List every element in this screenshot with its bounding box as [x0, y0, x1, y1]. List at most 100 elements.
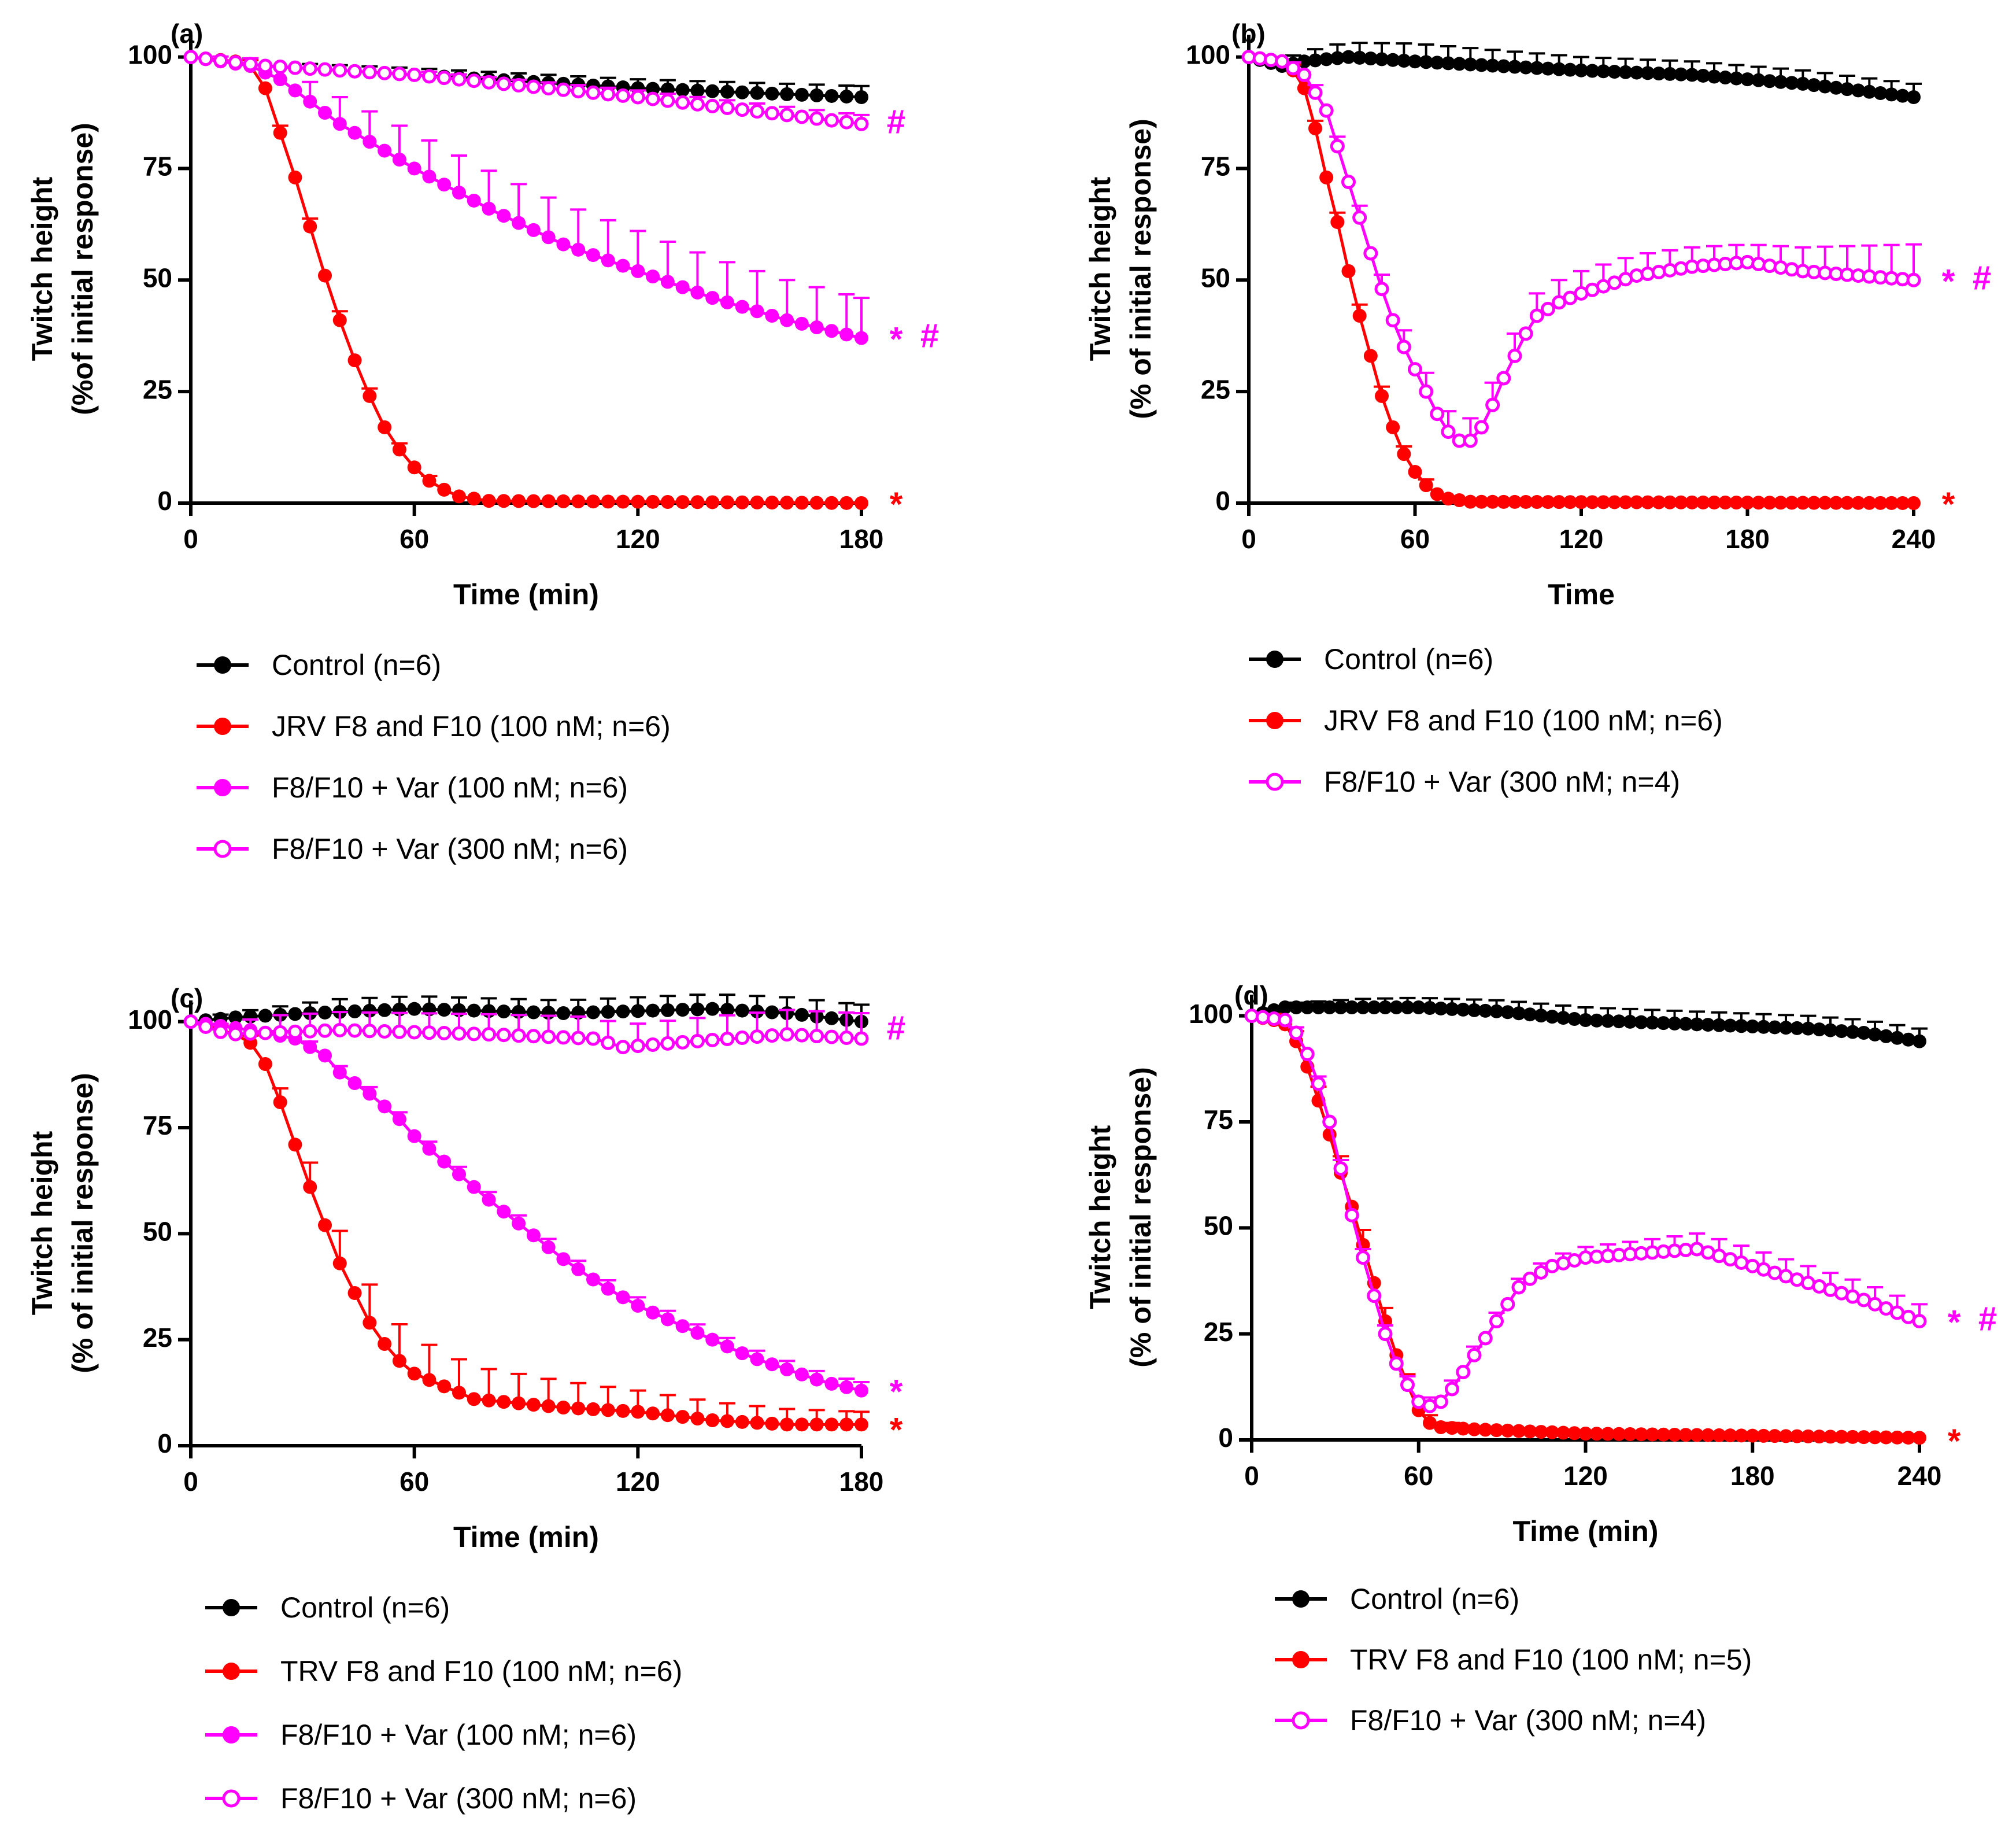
data-point	[1640, 266, 1655, 281]
data-point	[794, 1417, 809, 1432]
data-point	[1278, 1013, 1293, 1028]
data-point	[378, 1337, 392, 1351]
y-tick-label: 50	[1201, 263, 1230, 293]
data-point	[1389, 1000, 1404, 1014]
data-point	[630, 1039, 645, 1054]
data-point	[735, 300, 749, 314]
data-point	[1300, 1000, 1315, 1014]
data-point	[347, 1286, 362, 1300]
data-point	[1718, 71, 1733, 85]
data-point	[571, 1030, 586, 1046]
data-point	[794, 1367, 809, 1382]
data-point	[1289, 1025, 1304, 1040]
x-tick-label: 0	[183, 524, 198, 554]
x-axis-title: Time (min)	[453, 578, 599, 611]
data-point	[1845, 1430, 1860, 1444]
data-point	[750, 1352, 764, 1366]
data-point	[735, 1003, 749, 1018]
data-point	[675, 1410, 690, 1424]
data-point	[1300, 1047, 1315, 1062]
legend-swatch-marker	[213, 840, 232, 858]
series-0	[184, 993, 870, 1029]
y-axis-title-line: Twitch height	[26, 1131, 58, 1315]
data-point	[616, 1403, 630, 1418]
data-point	[1563, 495, 1577, 509]
data-point	[496, 1028, 511, 1043]
data-point	[526, 79, 541, 94]
data-point	[303, 1180, 317, 1194]
data-point	[1489, 1004, 1504, 1018]
legend-swatch-marker	[214, 656, 231, 674]
x-tick-label: 120	[1563, 1461, 1608, 1491]
data-point	[1311, 1000, 1326, 1014]
legend-swatch-marker	[223, 1663, 240, 1680]
legend: Control (n=6) TRV F8 and F10 (100 nM; n=5…	[1275, 1583, 1752, 1737]
legend-item: F8/F10 + Var (300 nM; n=4)	[1249, 766, 1680, 798]
data-point	[1895, 88, 1910, 103]
data-point	[794, 496, 809, 510]
data-point	[1278, 1000, 1292, 1014]
data-point	[1489, 1314, 1504, 1329]
data-point	[1629, 268, 1644, 283]
data-point	[273, 60, 288, 75]
data-point	[855, 90, 868, 104]
data-point	[1344, 1207, 1359, 1222]
data-point	[586, 248, 600, 263]
data-point	[1779, 1429, 1793, 1443]
data-point	[526, 1005, 541, 1020]
data-point	[1829, 80, 1843, 95]
data-point	[645, 91, 660, 106]
data-point	[660, 275, 675, 289]
legend: Control (n=6) JRV F8 and F10 (100 nM; n=6…	[197, 649, 671, 865]
data-point	[1467, 1347, 1482, 1362]
legend-label: F8/F10 + Var (300 nM; n=4)	[1324, 766, 1680, 798]
data-point	[1618, 495, 1633, 509]
data-point	[1623, 1014, 1637, 1029]
significance-mark: #	[1978, 1301, 1997, 1338]
data-point	[288, 1007, 302, 1021]
data-point	[1901, 1431, 1915, 1445]
data-point	[362, 65, 377, 80]
data-point	[1651, 264, 1666, 279]
data-point	[1456, 1365, 1471, 1380]
data-point	[497, 494, 511, 508]
data-point	[675, 1003, 690, 1017]
data-point	[1612, 1427, 1626, 1441]
data-point	[526, 1029, 541, 1044]
data-point	[258, 1025, 273, 1040]
data-point	[824, 1376, 839, 1391]
data-point	[1690, 1017, 1704, 1032]
data-point	[1868, 1027, 1882, 1041]
data-point	[646, 269, 660, 284]
data-point	[1467, 1003, 1481, 1017]
data-point	[1445, 1002, 1459, 1016]
data-point	[1396, 339, 1411, 354]
data-point	[1578, 1013, 1593, 1027]
data-point	[1308, 53, 1322, 68]
data-point	[1308, 85, 1323, 100]
data-point	[1441, 424, 1456, 439]
data-point	[511, 1028, 526, 1043]
data-point	[377, 1024, 392, 1039]
data-point	[1652, 67, 1666, 81]
data-point	[1408, 465, 1422, 479]
legend-label: Control (n=6)	[1350, 1583, 1519, 1615]
data-point	[1862, 84, 1877, 99]
data-point	[705, 1332, 720, 1347]
data-point	[1474, 58, 1489, 72]
data-point	[1678, 1017, 1693, 1031]
data-point	[1796, 76, 1810, 91]
data-point	[1386, 53, 1400, 67]
markers	[183, 1014, 869, 1055]
data-point	[586, 1272, 600, 1287]
data-point	[1519, 60, 1533, 75]
data-point	[1552, 62, 1566, 76]
legend-label: TRV F8 and F10 (100 nM; n=6)	[280, 1655, 682, 1687]
data-point	[1352, 210, 1367, 225]
legend-item: F8/F10 + Var (300 nM; n=6)	[197, 833, 628, 865]
data-point	[675, 1319, 690, 1334]
data-point	[317, 1023, 332, 1038]
data-point	[1567, 1426, 1582, 1441]
data-point	[586, 1005, 600, 1020]
data-point	[1652, 495, 1666, 509]
